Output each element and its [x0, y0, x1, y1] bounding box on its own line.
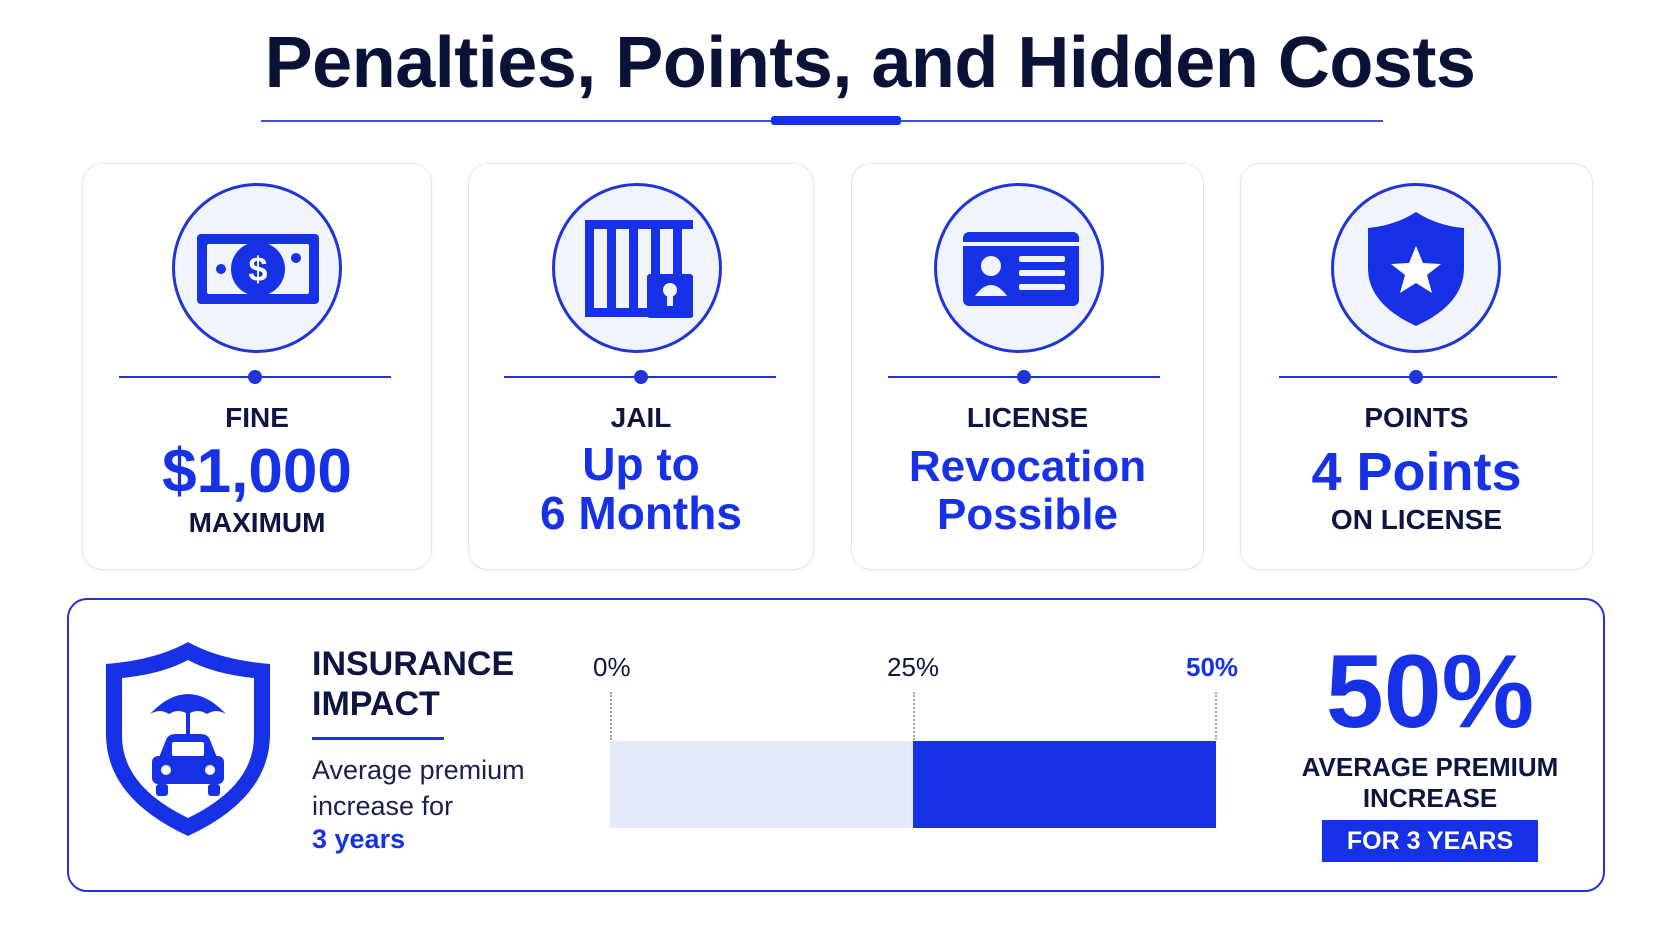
- tick-label-50: 50%: [1186, 652, 1239, 682]
- duration-badge: FOR 3 YEARS: [1322, 820, 1538, 862]
- card-divider-dot: [634, 370, 648, 384]
- premium-increase-label-line1: AVERAGE PREMIUM: [1301, 752, 1559, 782]
- insurance-description: Average premium increase for: [312, 752, 525, 824]
- insurance-title-line1: INSURANCE: [312, 645, 515, 683]
- shield-star-icon: [1331, 183, 1501, 353]
- jail-bars-icon: [552, 183, 722, 353]
- page-title: Penalties, Points, and Hidden Costs: [264, 23, 1476, 103]
- card-label: FINE: [225, 402, 289, 433]
- license-card-icon: [934, 183, 1104, 353]
- insurance-title-line2: IMPACT: [312, 685, 440, 723]
- card-divider-dot: [1409, 370, 1423, 384]
- card-sub: ON LICENSE: [1330, 504, 1503, 535]
- insurance-title-underline: [312, 737, 444, 740]
- svg-text:$: $: [249, 251, 268, 289]
- title-divider-accent: [771, 116, 901, 125]
- premium-increase-label-line2: INCREASE: [1362, 783, 1498, 813]
- money-bill-icon: $: [172, 183, 342, 353]
- premium-increase-label: AVERAGE PREMIUM INCREASE: [1280, 752, 1580, 814]
- tick-line-0: [610, 692, 612, 740]
- card-value-line2: 6 Months: [540, 487, 742, 539]
- fine-card: $ FINE $1,000 MAXIMUM: [82, 163, 432, 570]
- insurance-desc-line1: Average premium: [312, 755, 525, 785]
- card-label: LICENSE: [966, 402, 1089, 433]
- card-value-line1: Revocation: [908, 442, 1147, 491]
- insurance-desc-line2: increase for: [312, 791, 454, 821]
- card-divider-dot: [1017, 370, 1031, 384]
- card-value: 4 Points: [1311, 442, 1522, 502]
- card-label: POINTS: [1364, 402, 1469, 433]
- card-value-line2: Possible: [937, 490, 1118, 539]
- insurance-title: INSURANCE IMPACT: [312, 644, 514, 724]
- tick-line-50: [1215, 692, 1217, 740]
- card-divider-dot: [248, 370, 262, 384]
- insurance-years: 3 years: [312, 824, 406, 854]
- license-card: LICENSE Revocation Possible: [851, 163, 1204, 570]
- card-sub: MAXIMUM: [188, 507, 326, 538]
- tick-line-25: [913, 692, 915, 740]
- premium-increase-value: 50%: [1325, 634, 1535, 750]
- shield-car-umbrella-icon: [106, 642, 270, 836]
- jail-card: JAIL Up to 6 Months: [468, 163, 814, 570]
- card-value: $1,000: [162, 437, 352, 506]
- points-card: POINTS 4 Points ON LICENSE: [1240, 163, 1593, 570]
- tick-label-0: 0%: [593, 652, 631, 682]
- card-label: JAIL: [610, 402, 672, 433]
- premium-bar-fill: [913, 741, 1216, 828]
- card-value-line1: Up to: [582, 438, 700, 490]
- tick-label-25: 25%: [887, 652, 940, 682]
